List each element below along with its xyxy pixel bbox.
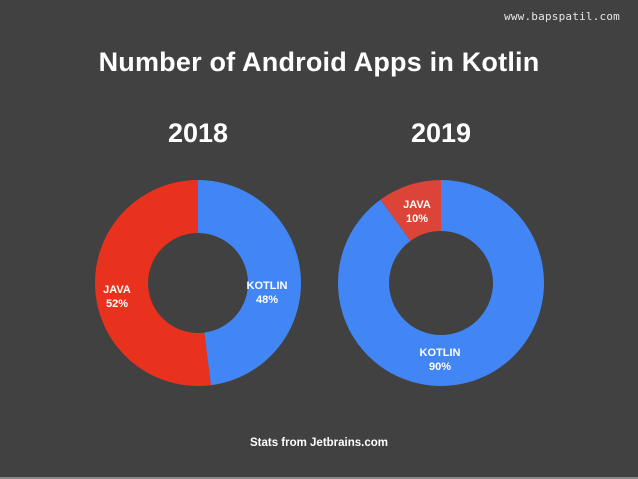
source-note: Stats from Jetbrains.com (249, 437, 389, 449)
donut-segment-kotlin-2019 (338, 180, 545, 387)
segment-label-kotlin-2018: KOTLIN (247, 280, 288, 292)
segment-label-kotlin-2019: KOTLIN (420, 347, 461, 359)
donut-chart-2018: KOTLIN 48% JAVA 52% (95, 180, 302, 386)
bottom-divider (0, 477, 638, 479)
segment-value-java-2018: 52% (106, 298, 128, 310)
segment-label-java-2019: JAVA (403, 199, 431, 211)
year-label-2019: 2019 (410, 118, 472, 148)
donut-segment-java-2018 (95, 180, 211, 386)
segment-value-kotlin-2019: 90% (429, 361, 451, 373)
segment-value-java-2019: 10% (406, 213, 428, 225)
donut-segment-java-2019 (380, 180, 441, 241)
donut-segment-kotlin-2018 (198, 180, 302, 386)
chart-title: Number of Android Apps in Kotlin (98, 47, 540, 77)
segment-label-java-2018: JAVA (103, 284, 131, 296)
donut-chart-2019: KOTLIN 90% JAVA 10% (338, 180, 545, 387)
watermark: www.bapspatil.com (504, 10, 620, 23)
year-label-2018: 2018 (167, 118, 229, 148)
segment-value-kotlin-2018: 48% (256, 294, 278, 306)
